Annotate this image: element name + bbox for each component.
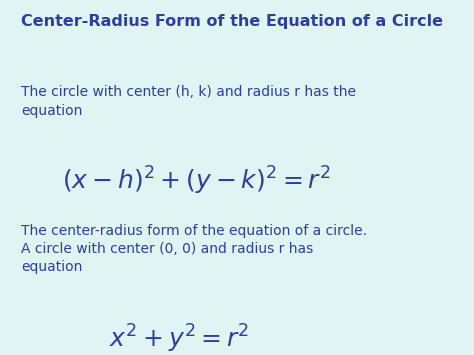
Text: $x^2+y^2=r^2$: $x^2+y^2=r^2$: [109, 323, 249, 355]
Text: Center-Radius Form of the Equation of a Circle: Center-Radius Form of the Equation of a …: [21, 14, 443, 29]
Text: $(x-h)^2+(y-k)^2=r^2$: $(x-h)^2+(y-k)^2=r^2$: [62, 165, 330, 197]
Text: The circle with center (h, k) and radius r has the
equation: The circle with center (h, k) and radius…: [21, 85, 356, 118]
Text: The center-radius form of the equation of a circle.
A circle with center (0, 0) : The center-radius form of the equation o…: [21, 224, 367, 274]
